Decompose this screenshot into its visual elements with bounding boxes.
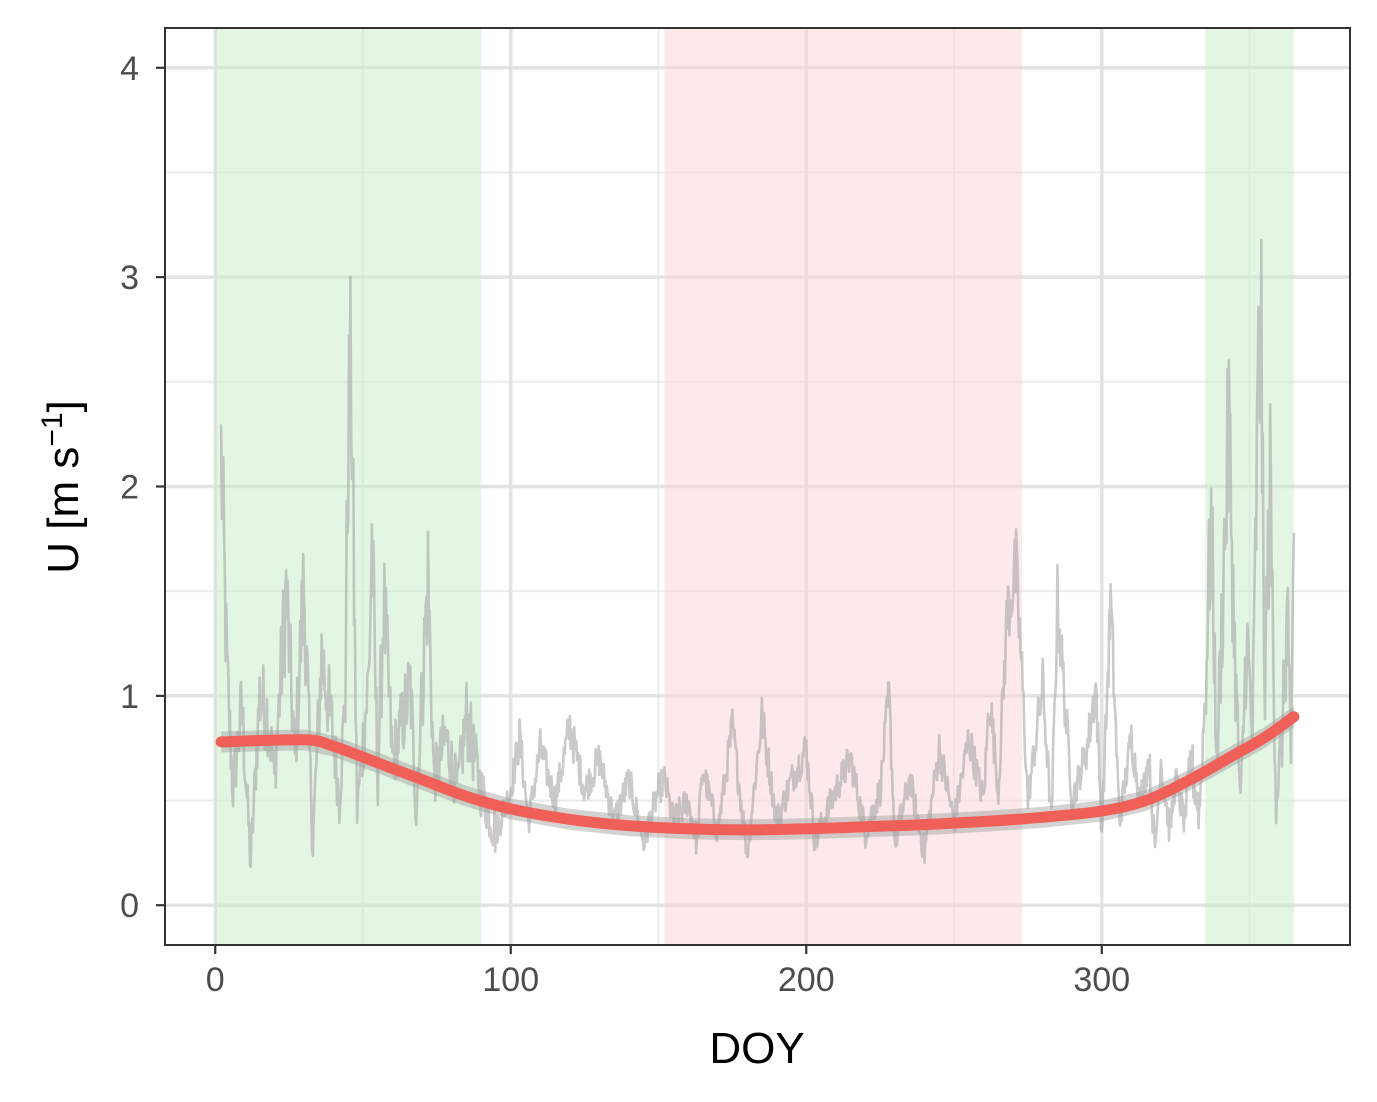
y-axis-ticks: 0 1 2 3 4 <box>120 50 165 925</box>
y-axis-title-suffix: ] <box>39 400 88 412</box>
y-tick-label: 3 <box>120 259 139 297</box>
shaded-period <box>1205 28 1294 945</box>
x-axis-title: DOY <box>709 1024 804 1073</box>
plot-area <box>164 27 1351 946</box>
x-tick-label: 200 <box>778 961 835 999</box>
y-tick-label: 0 <box>120 887 139 925</box>
x-tick-label: 300 <box>1073 961 1130 999</box>
x-axis-ticks: 0 100 200 300 <box>206 945 1130 999</box>
series-daily-line <box>219 238 1296 869</box>
y-axis-title-main: U [m s <box>39 447 88 574</box>
y-axis-title-superscript: −1 <box>36 412 69 446</box>
y-axis-title: U [m s−1] <box>36 400 88 574</box>
plot-panel <box>165 28 1350 945</box>
x-tick-label: 0 <box>206 961 225 999</box>
y-tick-label: 1 <box>120 678 139 716</box>
y-tick-label: 4 <box>120 50 139 88</box>
shaded-period <box>664 28 1022 945</box>
series-smooth-line <box>215 711 1300 836</box>
x-tick-label: 100 <box>482 961 539 999</box>
y-tick-label: 2 <box>120 469 139 507</box>
